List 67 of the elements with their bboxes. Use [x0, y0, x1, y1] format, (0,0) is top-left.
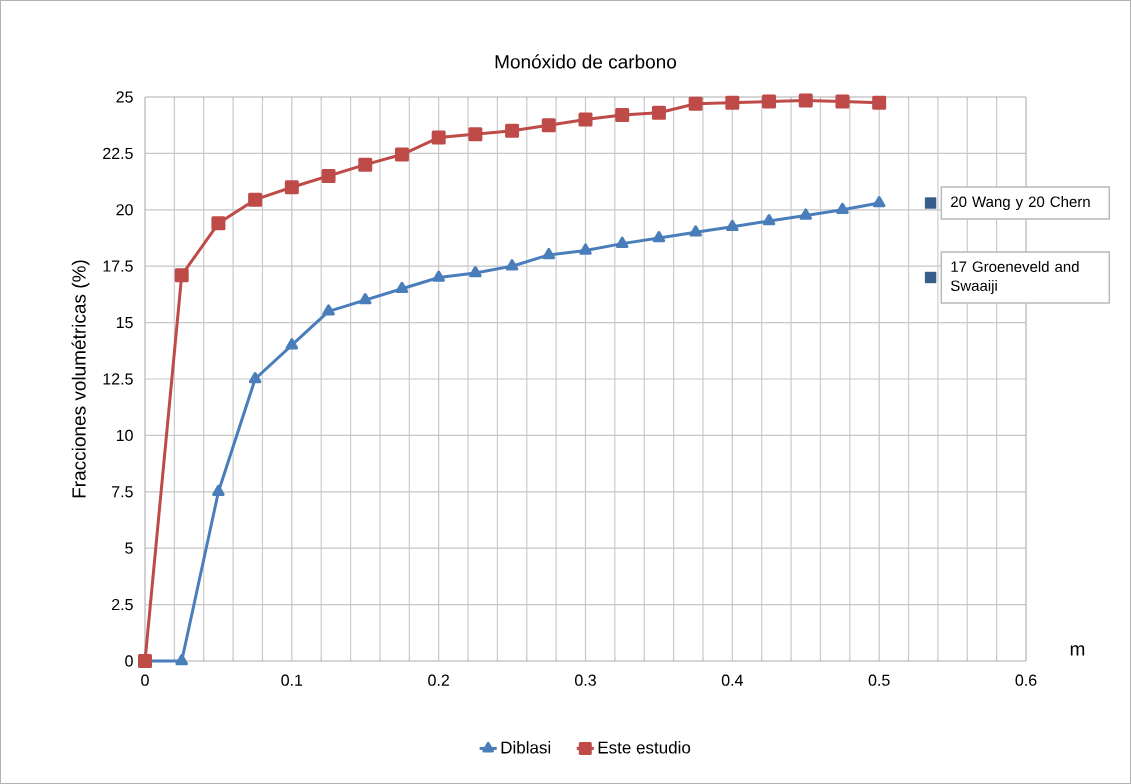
y-axis-title: Fracciones volumétricas (%): [71, 260, 90, 498]
x-tick-label: 0.2: [428, 674, 449, 686]
point: [358, 293, 372, 305]
point: [395, 281, 409, 294]
point: [285, 338, 299, 350]
y-tick-label: 7.5: [112, 486, 133, 498]
annotation: 20 Wang y 20 Chern: [951, 196, 1090, 211]
point: [248, 192, 263, 207]
point: [541, 118, 556, 133]
point: [615, 236, 629, 248]
x-axis-title: m: [1070, 645, 1085, 656]
point: [725, 95, 740, 110]
y-tick-label: 15: [116, 317, 133, 329]
chart-title: Monóxido de carbono: [495, 54, 677, 69]
point: [799, 208, 813, 220]
point: [469, 265, 482, 278]
point: [652, 230, 666, 243]
point: [212, 484, 225, 497]
point: [431, 130, 446, 145]
point: [872, 95, 887, 110]
point: [872, 196, 886, 208]
point: [651, 105, 666, 120]
x-tick-label: 0.1: [281, 674, 303, 686]
x-tick-label: 0.4: [721, 674, 743, 686]
point: [924, 197, 937, 209]
point: [924, 271, 937, 284]
legend-label: Este estudio: [598, 741, 691, 754]
y-tick-label: 17.5: [103, 260, 133, 272]
point: [174, 268, 189, 283]
x-tick-label: 0.6: [1015, 674, 1037, 686]
point: [248, 372, 262, 384]
point: [175, 654, 188, 666]
y-tick-label: 0: [125, 655, 133, 667]
y-tick-label: 22.5: [103, 147, 133, 160]
point: [542, 247, 556, 260]
point: [322, 304, 335, 316]
x-tick-label: 0.5: [868, 674, 890, 686]
point: [762, 94, 777, 109]
point: [835, 94, 850, 109]
point: [505, 259, 519, 271]
point: [321, 168, 336, 183]
y-tick-label: 25: [116, 91, 133, 103]
point: [726, 219, 739, 231]
annotation: 17 Groeneveld and Swaaiji: [950, 260, 1079, 294]
point: [688, 96, 703, 111]
point: [798, 93, 813, 108]
point: [211, 216, 226, 231]
point: [505, 123, 520, 138]
x-tick-label: 0.3: [575, 674, 596, 686]
point: [394, 147, 409, 162]
point: [468, 127, 483, 142]
point: [615, 108, 630, 123]
y-tick-label: 12.5: [103, 373, 133, 385]
point: [762, 214, 776, 226]
x-tick-label: 0: [141, 674, 149, 686]
point: [284, 180, 299, 195]
y-tick-label: 5: [125, 542, 133, 554]
y-tick-label: 20: [116, 204, 133, 216]
point: [836, 202, 849, 215]
point: [358, 157, 373, 172]
y-tick-label: 10: [116, 429, 133, 442]
point: [578, 112, 593, 127]
y-tick-label: 2.5: [112, 598, 133, 611]
point: [579, 243, 592, 255]
legend-label: Diblasi: [501, 741, 551, 754]
point: [432, 270, 445, 282]
point: [689, 225, 702, 237]
